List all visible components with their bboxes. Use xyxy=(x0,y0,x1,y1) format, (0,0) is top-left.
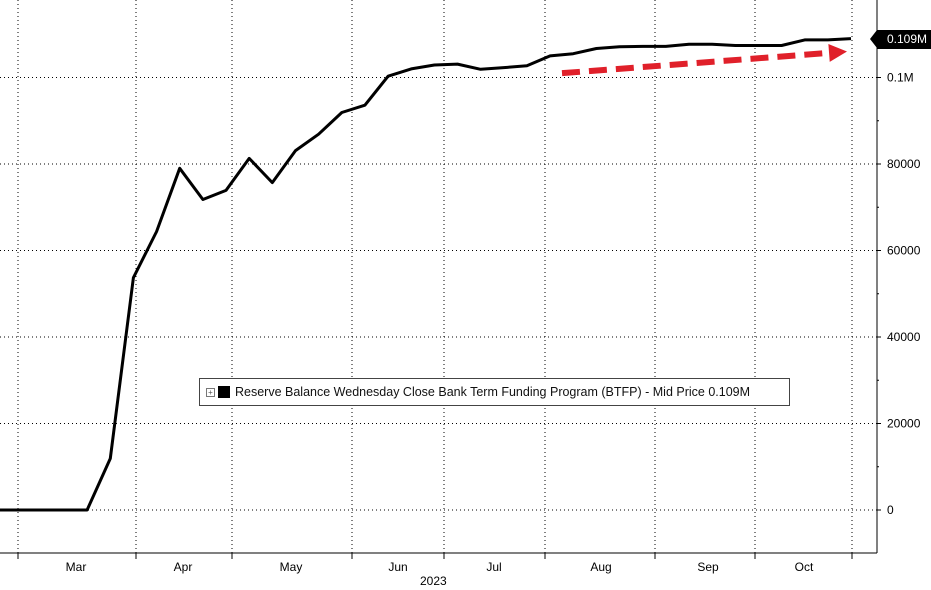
y-tick-label: 60000 xyxy=(887,244,921,258)
series-line xyxy=(0,37,852,512)
x-axis-year-label: 2023 xyxy=(420,574,447,588)
x-tick-label: Jun xyxy=(388,560,407,574)
y-tick-label: 0 xyxy=(887,503,894,517)
grid xyxy=(0,0,877,553)
y-tick-label: 40000 xyxy=(887,330,921,344)
axes: 0 20000 40000 60000 80000 0.1M Mar Apr May Jun Jul… xyxy=(0,0,921,574)
legend-expand-icon[interactable]: + xyxy=(206,387,215,397)
legend[interactable]: + Reserve Balance Wednesday Close Bank T… xyxy=(199,378,790,406)
x-tick-label: Mar xyxy=(66,560,87,574)
y-tick-label: 20000 xyxy=(887,417,921,431)
legend-swatch xyxy=(218,386,230,398)
x-tick-label: May xyxy=(280,560,303,574)
x-tick-label: Jul xyxy=(486,560,501,574)
series-layer xyxy=(0,37,852,512)
x-tick-label: Sep xyxy=(697,560,719,574)
last-value-badge: 0.109M xyxy=(870,30,931,49)
annotation-arrow-shaft xyxy=(561,49,830,77)
y-tick-label: 80000 xyxy=(887,157,921,171)
annotation-arrow-head xyxy=(828,43,847,62)
annotation-layer xyxy=(561,43,847,77)
legend-text: Reserve Balance Wednesday Close Bank Ter… xyxy=(235,385,751,399)
x-tick-label: Apr xyxy=(174,560,193,574)
y-tick-label: 0.1M xyxy=(887,71,914,85)
x-tick-label: Oct xyxy=(795,560,814,574)
x-tick-label: Aug xyxy=(590,560,611,574)
